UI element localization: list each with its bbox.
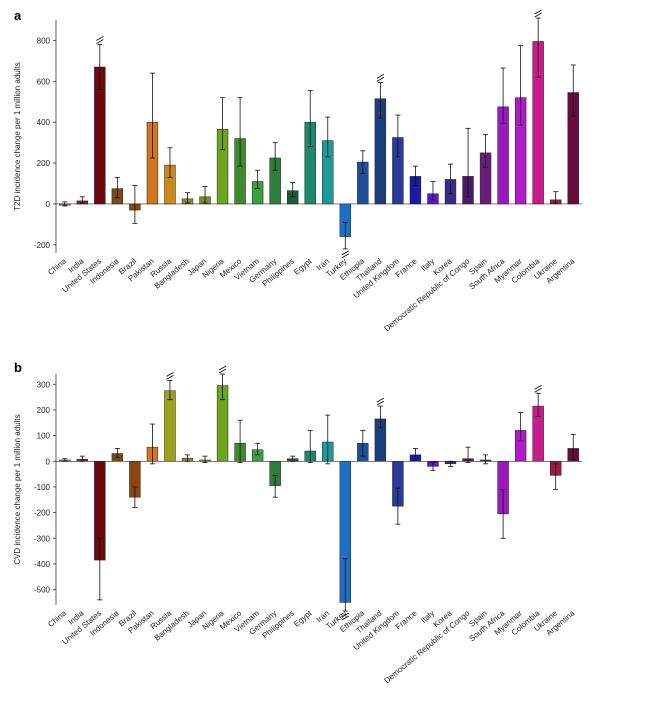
panel-b-y-tick-label: 100 — [37, 432, 51, 441]
panel-b-y-tick-label: 0 — [46, 457, 51, 466]
panel-b-y-axis-title: CVD incidence change per 1 million adult… — [13, 414, 22, 564]
panel-b-axis-break-mark — [218, 365, 227, 371]
panel-a-y-tick-label: -200 — [34, 241, 51, 250]
panel-a-axis-break-mark — [376, 76, 385, 82]
panel-b-category-label: China — [46, 608, 68, 629]
panel-b-axis-break-mark — [218, 368, 227, 374]
panel-b-y-tick-label: -200 — [34, 509, 51, 518]
panel-a-y-axis-title: T2D incidence change per 1 million adult… — [13, 62, 22, 211]
panel-a-axis-break-mark — [376, 73, 385, 79]
panel-b-axis-break-mark — [376, 400, 385, 406]
panel-a-axis-break-mark — [96, 36, 104, 41]
panel-a-y-tick-label: 400 — [37, 118, 51, 127]
panel-b: -500 -400 -300 -200 -100 0 100 200 300 CVD incide… — [13, 365, 582, 685]
panel-b-axis-break-mark — [341, 612, 350, 618]
panel-b-letter: b — [14, 360, 22, 375]
panel-a-y-tick-label: 0 — [46, 200, 51, 209]
panel-a-y-tick-label: 200 — [37, 159, 51, 168]
panel-a-axis-break-mark — [96, 39, 104, 44]
panel-b-y-tick-label: 200 — [37, 406, 51, 415]
panel-a: -200 0 200 400 600 800 T2D incidence change pe… — [13, 9, 582, 333]
panel-a-axis-break-mark — [341, 253, 350, 259]
panel-a-category-label: China — [46, 256, 68, 277]
panel-b-axis-break-mark — [166, 372, 174, 377]
panel-a-axis-break-mark — [341, 250, 350, 256]
panel-b-y-tick-label: -400 — [34, 560, 51, 569]
panel-b-y-tick-label: -500 — [34, 586, 51, 595]
panel-a-category-label: Egypt — [292, 256, 314, 277]
panel-a-y-tick-label: 600 — [37, 77, 51, 86]
panel-b-axis-break-mark — [534, 387, 542, 393]
panel-a-letter: a — [14, 8, 22, 23]
panel-b-axis-break-mark — [534, 384, 542, 390]
panel-b-axis-break-mark — [166, 375, 174, 380]
panel-a-axis-break-mark — [534, 9, 542, 15]
panel-b-axis-break-mark — [341, 615, 350, 621]
panel-b-y-tick-label: 300 — [37, 380, 51, 389]
panel-b-bar-russia — [164, 390, 176, 462]
panel-a-y-tick-label: 800 — [37, 36, 51, 45]
panel-a-axis-break-mark — [534, 12, 542, 18]
panel-b-y-tick-label: -300 — [34, 534, 51, 543]
panel-b-axis-break-mark — [376, 397, 385, 403]
panel-b-y-tick-label: -100 — [34, 483, 51, 492]
panel-b-category-label: Egypt — [292, 608, 314, 629]
